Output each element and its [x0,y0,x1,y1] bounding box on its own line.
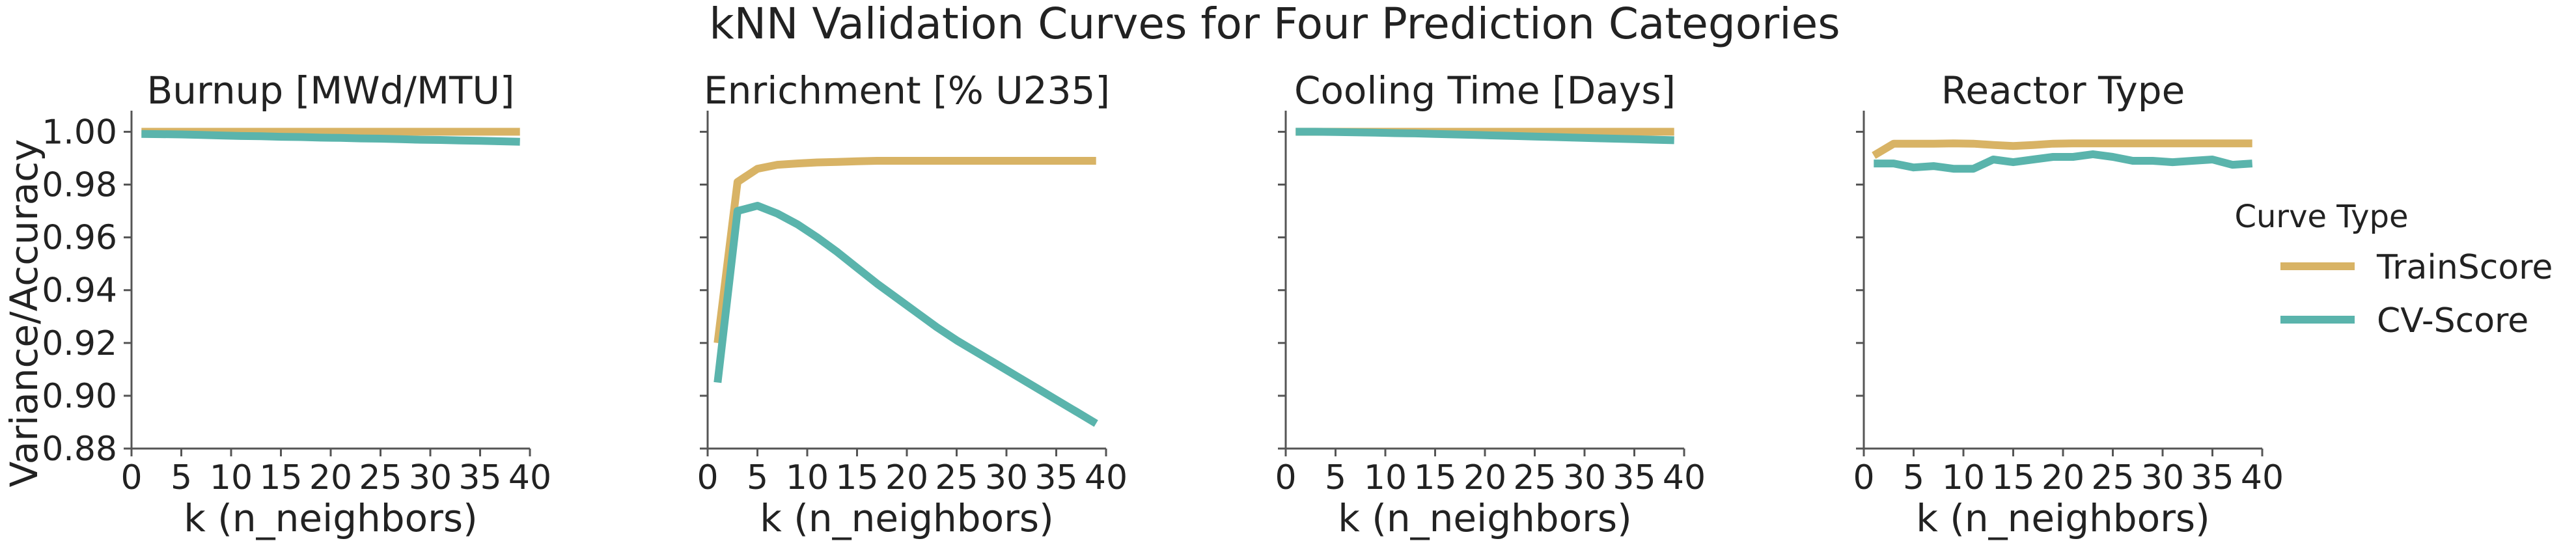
x-axis-label: k (n_neighbors) [184,496,478,540]
x-tick-label: 25 [1513,458,1556,497]
y-tick-label: 0.96 [42,219,117,258]
x-tick-label: 30 [1563,458,1606,497]
x-tick-label: 25 [359,458,402,497]
subplot-title: Reactor Type [1941,68,2185,113]
x-tick-label: 0 [1853,458,1874,497]
x-tick-label: 35 [2191,458,2234,497]
legend-title: Curve Type [2234,199,2408,235]
y-tick-label: 0.94 [42,271,117,311]
series-line-trainscore [1872,139,2252,160]
series-line-trainscore [713,157,1096,344]
x-tick-label: 15 [259,458,302,497]
x-tick-label: 20 [309,458,352,497]
y-tick-label: 0.98 [42,166,117,205]
x-tick-label: 10 [210,458,253,497]
y-tick-label: 0.90 [42,377,117,416]
x-axis-label: k (n_neighbors) [1338,496,1632,540]
x-tick-label: 15 [1413,458,1456,497]
x-tick-label: 40 [2241,458,2284,497]
x-tick-label: 5 [747,458,768,497]
x-axis-label: k (n_neighbors) [1916,496,2210,540]
subplot-2: Enrichment [% U235] 0 5 10 15 20 25 30 35 40 k (n_… [697,68,1128,540]
legend-label-cv-score: CV-Score [2377,301,2528,340]
y-tick-label: 0.92 [42,324,117,363]
x-axis-label: k (n_neighbors) [760,496,1054,540]
x-tick-label: 15 [1991,458,2034,497]
subplot-title: Enrichment [% U235] [704,68,1110,113]
x-tick-label: 20 [885,458,928,497]
x-tick-label: 20 [2042,458,2084,497]
y-tick-label: 0.88 [42,430,117,469]
x-tick-label: 0 [697,458,718,497]
x-tick-label: 5 [171,458,192,497]
subplot-3: Cooling Time [Days] 0 5 10 15 20 25 30 35 40 k (n_… [1275,68,1706,540]
legend: Curve Type TrainScore CV-Score [2234,199,2553,340]
x-tick-label: 35 [1613,458,1655,497]
x-tick-label: 15 [835,458,878,497]
legend-label-trainscore: TrainScore [2376,248,2553,287]
x-tick-label: 20 [1463,458,1506,497]
series-line-cv-score [1295,128,1674,145]
x-tick-label: 30 [2141,458,2184,497]
x-tick-label: 0 [1275,458,1296,497]
x-tick-label: 25 [2091,458,2134,497]
x-tick-label: 10 [1942,458,1985,497]
x-tick-label: 30 [985,458,1028,497]
x-tick-label: 10 [786,458,829,497]
x-tick-label: 25 [935,458,978,497]
x-tick-label: 5 [1903,458,1924,497]
series-line-cv-score [141,130,520,146]
x-tick-label: 35 [1034,458,1077,497]
series-line-cv-score [1874,150,2253,173]
subplots: Burnup [MWd/MTU] 0.88 0.90 0.92 0.94 0.96 0.98… [42,68,2284,540]
series-line-cv-score [713,202,1098,427]
x-tick-label: 35 [458,458,501,497]
figure-title: kNN Validation Curves for Four Predictio… [709,0,1840,49]
x-tick-label: 30 [409,458,452,497]
x-tick-label: 40 [1663,458,1706,497]
y-tick-label: 1.00 [42,113,117,152]
x-tick-label: 40 [1085,458,1128,497]
subplot-title: Cooling Time [Days] [1294,68,1676,113]
x-tick-label: 40 [508,458,551,497]
subplot-1: Burnup [MWd/MTU] 0.88 0.90 0.92 0.94 0.96 0.98… [42,68,551,540]
x-tick-label: 10 [1364,458,1407,497]
x-tick-label: 0 [120,458,142,497]
subplot-title: Burnup [MWd/MTU] [146,68,514,113]
subplot-4: Reactor Type 0 5 10 15 20 25 30 35 40 k (n_neighbo… [1853,68,2284,540]
x-tick-label: 5 [1325,458,1346,497]
y-axis-label: Variance/Accuracy [2,139,46,488]
